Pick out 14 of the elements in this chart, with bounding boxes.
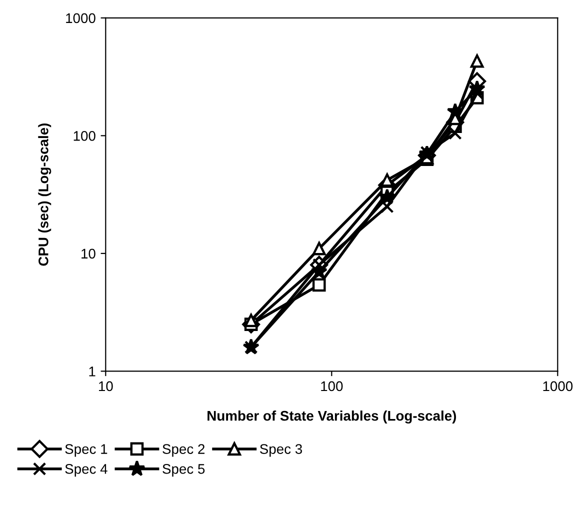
legend-label: Spec 2 [162, 444, 205, 457]
y-tick-label: 100 [74, 131, 96, 141]
legend-label: Spec 1 [65, 444, 108, 457]
legend-label: Spec 5 [162, 464, 205, 477]
y-tick-label: 1000 [66, 13, 96, 24]
y-tick-label: 10 [82, 248, 96, 259]
legend-label: Spec 4 [65, 464, 108, 477]
y-tick-label: 1 [89, 366, 96, 376]
x-tick-label: 1000 [543, 381, 573, 392]
legend-label: Spec 3 [260, 444, 302, 457]
x-tick-label: 10 [98, 381, 113, 392]
x-tick-label: 100 [321, 381, 343, 392]
y-axis-title: CPU (sec) (Log-scale) [38, 123, 52, 266]
x-axis-title: Number of State Variables (Log-scale) [208, 410, 456, 424]
